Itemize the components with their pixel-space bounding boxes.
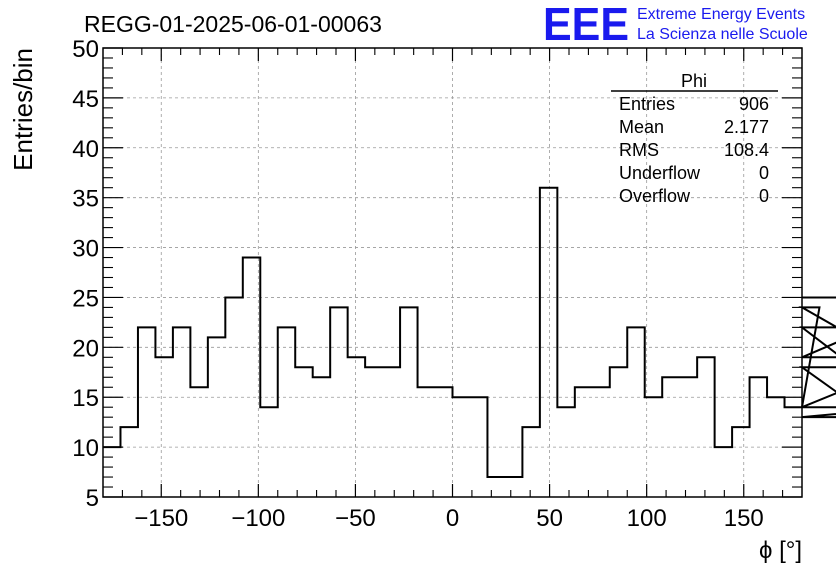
y-tick-label: 10 [72, 435, 99, 462]
y-tick-label: 30 [72, 236, 99, 263]
y-tick-label: 35 [72, 186, 99, 213]
chart-title: REGG-01-2025-06-01-00063 [84, 11, 382, 37]
stats-box-rows: Entries 906 Mean 2.177 RMS 108.4 Underflow 0 Ove… [619, 94, 769, 206]
y-tick-label: 45 [72, 86, 99, 113]
y-tick-label: 50 [72, 36, 99, 63]
y-tick-label: 15 [72, 385, 99, 412]
stats-row-value: 2.177 [724, 117, 769, 137]
x-tick-label: −100 [231, 505, 285, 532]
y-axis-label: Entries/bin [8, 48, 38, 171]
stats-row-value: 906 [739, 94, 769, 114]
x-tick-label: 100 [627, 505, 667, 532]
stats-row-label: RMS [619, 140, 659, 160]
stats-row-label: Overflow [619, 186, 691, 206]
y-tick-label: 20 [72, 335, 99, 362]
stats-box-title: Phi [681, 71, 707, 91]
axis-ticks [103, 47, 802, 498]
stats-box: Phi Entries 906 Mean 2.177 RMS 108.4 Underflow… [611, 71, 778, 206]
x-tick-label: −150 [134, 505, 188, 532]
x-axis-label: ϕ [°] [759, 537, 802, 564]
x-tick-label: −50 [335, 505, 376, 532]
y-tick-label: 5 [86, 485, 99, 512]
y-tick-label: 40 [72, 136, 99, 163]
stats-row-value: 108.4 [724, 140, 769, 160]
stats-row-value: 0 [759, 186, 769, 206]
tick-labels: −150 −100 −50 0 50 100 150 5 10 15 20 25 30 35 40 45 50 [72, 36, 763, 532]
eee-logo-line2: La Scienza nelle Scuole [637, 26, 808, 43]
stats-row-label: Underflow [619, 163, 701, 183]
x-tick-label: 50 [536, 505, 563, 532]
grid [103, 48, 802, 497]
stats-row-label: Entries [619, 94, 675, 114]
stats-row-label: Mean [619, 117, 664, 137]
eee-logo-mark: EEE [543, 0, 629, 50]
x-tick-label: 0 [446, 505, 459, 532]
eee-logo: EEE Extreme Energy Events La Scienza nel… [543, 0, 808, 50]
y-tick-label: 25 [72, 285, 99, 312]
stats-row-value: 0 [759, 163, 769, 183]
histogram-line [103, 186, 836, 479]
x-tick-label: 150 [724, 505, 764, 532]
eee-logo-line1: Extreme Energy Events [637, 6, 805, 23]
